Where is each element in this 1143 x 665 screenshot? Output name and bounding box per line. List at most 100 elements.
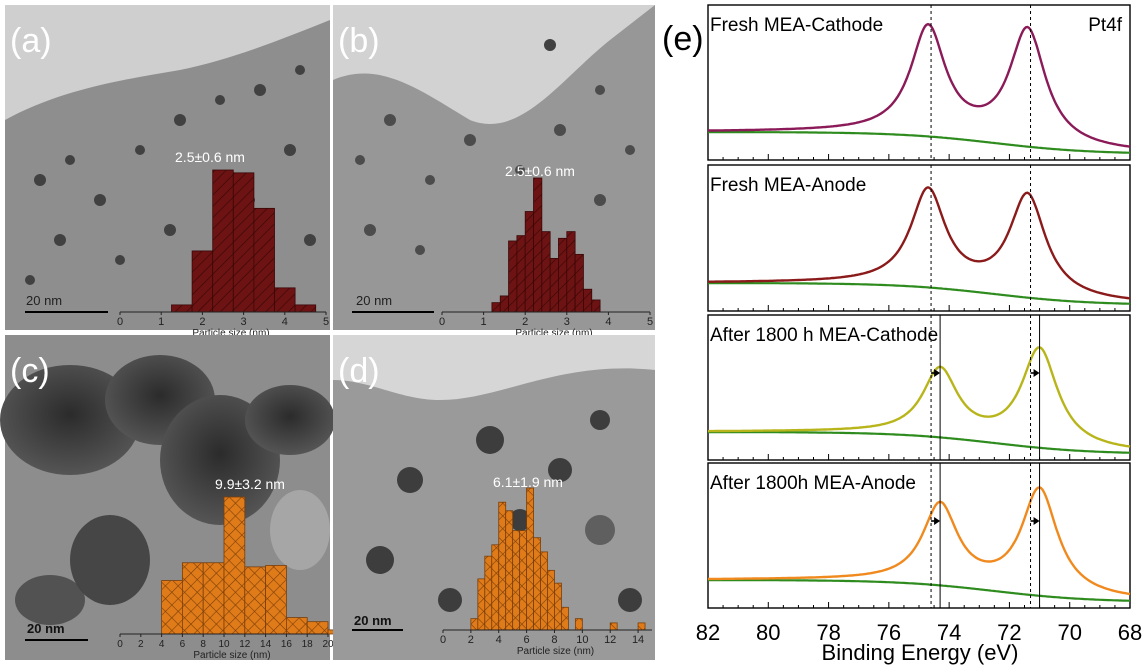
background-curve — [708, 131, 1131, 154]
histogram-bar — [516, 235, 526, 313]
spectrum-curve — [708, 346, 1131, 448]
histogram-tick-label: 2 — [522, 316, 528, 328]
scale-text-c: 20 nm — [27, 621, 65, 636]
histogram-bar — [171, 304, 193, 313]
histogram-bar — [524, 211, 534, 313]
histogram-bar — [554, 582, 562, 631]
histogram-tick-label: 20 — [322, 639, 334, 650]
nanoparticles-c — [0, 355, 335, 625]
xps-tick-label: 68 — [1118, 620, 1142, 645]
spectrum-label: After 1800 h MEA-Cathode — [710, 325, 938, 346]
histogram-tick-label: 1 — [158, 316, 164, 328]
histogram-bar — [491, 544, 500, 631]
histogram-a: 0 1 2 3 4 5 Particle size (nm) 2.5±0.6 nm — [117, 149, 329, 339]
histogram-tick-label: 2 — [199, 316, 205, 328]
histogram-bar — [540, 551, 548, 631]
xps-tick-label: 80 — [756, 620, 780, 645]
nanoparticles-a — [25, 65, 316, 285]
histogram-tick-label: 4 — [496, 634, 502, 646]
spectrum-curve — [708, 186, 1131, 300]
shift-arrowhead — [934, 369, 941, 377]
panel-label-c: (c) — [10, 352, 50, 390]
histogram-bar — [470, 618, 479, 631]
histogram-bar — [512, 530, 521, 631]
histogram-bar — [244, 566, 267, 635]
xps-plot: Fresh MEA-Cathode Pt4f Fresh MEA-Anode Afte… — [696, 4, 1142, 645]
histogram-tick-label: 14 — [260, 639, 272, 650]
histogram-x-label: Particle size (nm) — [517, 646, 594, 657]
histogram-bar — [533, 537, 541, 631]
histogram-tick-label: 10 — [218, 639, 230, 650]
core-level-label: Pt4f — [1088, 15, 1123, 36]
histogram-bar — [574, 253, 584, 313]
panel-e: (e) Fresh MEA-Cathode Pt4f Fresh MEA-Anode… — [662, 4, 1142, 665]
mean-size-label: 2.5±0.6 nm — [505, 163, 575, 179]
spectrum-curve — [707, 486, 1131, 596]
panel-c: (c) 20 nm 0 2 4 6 8 10 12 14 16 18 20 Particle size… — [0, 335, 350, 661]
histogram-bar — [491, 302, 501, 313]
spectrum-label: Fresh MEA-Anode — [710, 175, 866, 196]
histogram-bar — [591, 299, 601, 313]
panel-a: (a) 20 nm 0 1 2 3 4 5 Particle size (nm) 2.5±0.… — [5, 5, 330, 339]
histogram-tick-label: 3 — [564, 316, 570, 328]
panel-d: (d) 20 nm 0 2 4 6 8 10 12 14 Particle size (nm) 6… — [333, 335, 655, 660]
histogram-bar — [566, 231, 576, 313]
histogram-bar — [499, 295, 509, 313]
histogram-bar — [484, 555, 493, 631]
histogram-bar — [306, 621, 329, 635]
histogram-bar — [519, 530, 528, 631]
histogram-bar — [498, 501, 507, 631]
histogram-bar — [561, 606, 569, 631]
histogram-tick-label: 10 — [576, 634, 588, 646]
histogram-tick-label: 5 — [323, 316, 329, 328]
spectrum-panel: Fresh MEA-Anode — [707, 164, 1131, 312]
spectrum-label: After 1800h MEA-Anode — [710, 473, 916, 494]
background-curve — [708, 282, 1131, 305]
histogram-tick-label: 0 — [117, 316, 123, 328]
histogram-b: 0 1 2 3 4 5 Particle size (nm) 2.5±0.6 nm — [439, 163, 653, 339]
shift-arrowhead — [934, 517, 941, 525]
histogram-bar — [508, 240, 518, 313]
histogram-bar — [253, 207, 275, 313]
histogram-bar — [223, 496, 246, 635]
histogram-bar — [232, 172, 255, 313]
histogram-tick-label: 8 — [200, 639, 206, 650]
histogram-d: 0 2 4 6 8 10 12 14 Particle size (nm) 6.1±1.9 nm — [440, 474, 652, 657]
histogram-bar — [541, 231, 551, 313]
histogram-tick-label: 6 — [180, 639, 186, 650]
xps-x-axis-title: Binding Energy (eV) — [822, 640, 1019, 665]
background-curve — [708, 431, 1131, 454]
histogram-bar — [285, 617, 308, 635]
panel-label-e: (e) — [662, 20, 704, 58]
histogram-bar — [212, 169, 234, 313]
histogram-bar — [505, 510, 514, 631]
scale-text-b: 20 nm — [356, 293, 392, 308]
histogram-tick-label: 2 — [468, 634, 474, 646]
spectrum-label: Fresh MEA-Cathode — [710, 15, 883, 36]
spectrum-panel: After 1800 h MEA-Cathode — [707, 314, 1131, 461]
histogram-tick-label: 14 — [632, 634, 644, 646]
scale-text-a: 20 nm — [26, 293, 62, 308]
histogram-x-label: Particle size (nm) — [515, 328, 592, 339]
shift-arrowhead — [1033, 517, 1040, 525]
histogram-bar — [637, 622, 646, 631]
amorphous-region-d — [333, 335, 655, 400]
histogram-tick-label: 18 — [302, 639, 314, 650]
histogram-bar — [533, 177, 543, 313]
spectrum-curve — [708, 22, 1131, 148]
histogram-bar — [583, 288, 593, 313]
histogram-tick-label: 4 — [159, 639, 165, 650]
panel-label-a: (a) — [10, 22, 52, 60]
histogram-bar — [265, 565, 287, 635]
histogram-tick-label: 12 — [604, 634, 616, 646]
background-curve — [708, 579, 1131, 602]
histogram-tick-label: 4 — [282, 316, 288, 328]
xps-tick-label: 78 — [816, 620, 840, 645]
histogram-bar — [274, 287, 296, 313]
histogram-bar — [294, 304, 317, 313]
histogram-tick-label: 4 — [605, 316, 611, 328]
histogram-bar — [526, 487, 534, 631]
xps-tick-label: 76 — [877, 620, 901, 645]
histogram-tick-label: 5 — [647, 316, 653, 328]
nanoparticles-d — [366, 410, 642, 612]
